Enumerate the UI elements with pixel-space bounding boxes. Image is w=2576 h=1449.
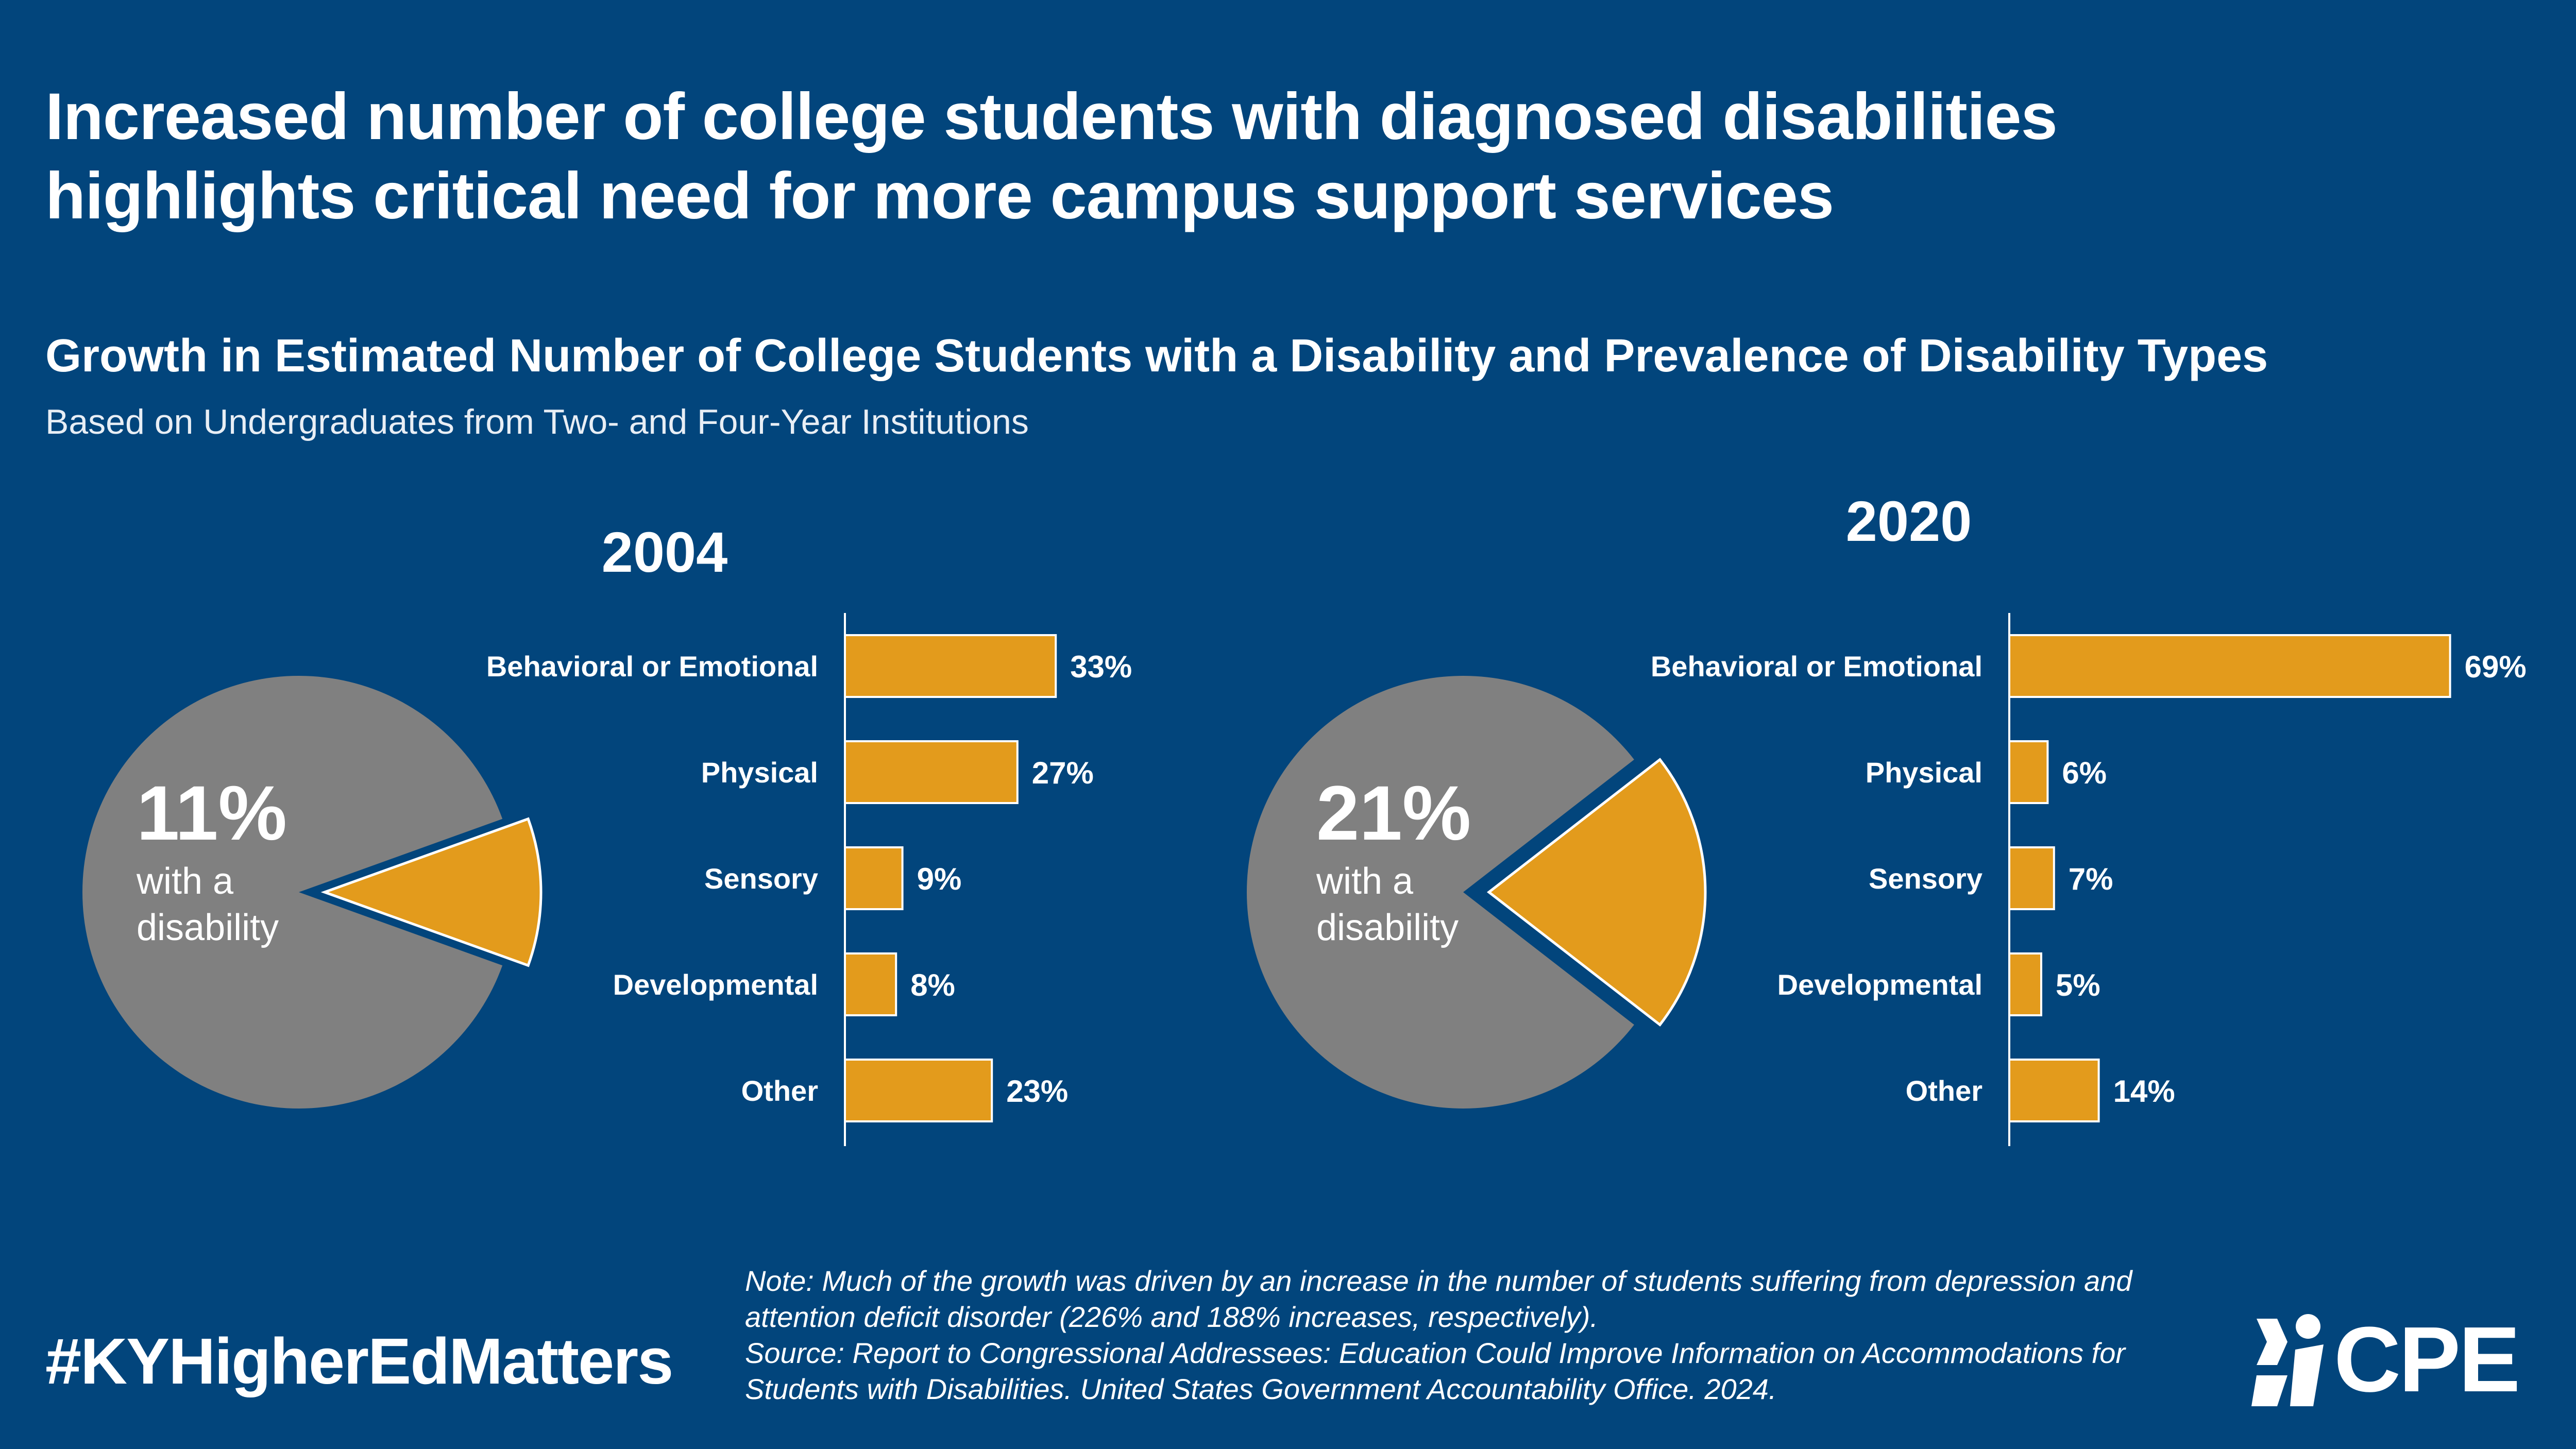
bar-category-label: Behavioral or Emotional <box>1651 650 1982 683</box>
bar-category-label: Other <box>1906 1075 1982 1107</box>
note-line-2: attention deficit disorder (226% and 188… <box>745 1301 1598 1333</box>
pie-slice-disability <box>320 817 543 967</box>
pie-slice-disability <box>1486 758 1707 1027</box>
page-title: Increased number of college students wit… <box>45 77 2518 235</box>
bar-4 <box>844 1059 993 1122</box>
bar-category-label: Developmental <box>613 968 818 1001</box>
bar-category-label: Physical <box>1866 756 1982 789</box>
bar-0 <box>844 634 1057 698</box>
bar-value-label: 5% <box>2056 968 2100 1002</box>
bar-value-label: 33% <box>1070 650 1132 684</box>
bar-value-label: 14% <box>2113 1074 2175 1109</box>
bar-3 <box>2008 952 2042 1016</box>
cpe-logo: CPE <box>2246 1303 2535 1417</box>
chart-caption: Based on Undergraduates from Two- and Fo… <box>45 402 1029 441</box>
note-line-3: Source: Report to Congressional Addresse… <box>745 1337 2126 1369</box>
cpe-logo-mark <box>2251 1314 2324 1406</box>
pie-callout-line-1: with a <box>1316 861 1414 902</box>
bar-category-label: Sensory <box>1869 862 1982 895</box>
bar-category-label: Sensory <box>704 862 818 895</box>
year-title: 2004 <box>602 521 728 584</box>
bar-2 <box>844 846 904 910</box>
footnote: Note: Much of the growth was driven by a… <box>745 1263 2239 1407</box>
logo-text: CPE <box>2334 1308 2520 1411</box>
bar-2 <box>2008 846 2055 910</box>
bar-category-label: Physical <box>701 756 818 789</box>
bar-0 <box>2008 634 2451 698</box>
note-line-1: Note: Much of the growth was driven by a… <box>745 1265 2132 1297</box>
chart-subtitle: Growth in Estimated Number of College St… <box>45 330 2268 382</box>
bar-3 <box>844 952 897 1016</box>
bar-category-label: Developmental <box>1777 968 1982 1001</box>
pie-callout-line-2: disability <box>137 907 279 948</box>
pie-slice-other <box>1246 676 1634 1109</box>
bar-value-label: 8% <box>910 968 955 1002</box>
note-line-4: Students with Disabilities. United State… <box>745 1373 1777 1405</box>
bar-category-label: Other <box>741 1075 818 1107</box>
bar-1 <box>2008 740 2049 804</box>
bar-value-label: 69% <box>2465 650 2527 684</box>
pie-callout-line-2: disability <box>1316 907 1459 948</box>
bar-value-label: 6% <box>2062 756 2107 790</box>
pie-slice-other <box>82 676 503 1109</box>
bar-1 <box>844 740 1019 804</box>
year-title: 2020 <box>1846 490 1972 553</box>
pie-percent-label: 21% <box>1316 770 1471 856</box>
pie-callout-line-1: with a <box>136 861 234 902</box>
title-line-2: highlights critical need for more campus… <box>45 159 1834 233</box>
bar-value-label: 9% <box>917 862 962 896</box>
bar-4 <box>2008 1059 2100 1122</box>
bar-value-label: 27% <box>1032 756 1094 790</box>
bar-value-label: 23% <box>1006 1074 1068 1109</box>
title-line-1: Increased number of college students wit… <box>45 80 2058 154</box>
bar-category-label: Behavioral or Emotional <box>486 650 818 683</box>
pie-percent-label: 11% <box>137 770 287 856</box>
bar-value-label: 7% <box>2069 862 2113 896</box>
hashtag: #KYHigherEdMatters <box>45 1325 673 1397</box>
